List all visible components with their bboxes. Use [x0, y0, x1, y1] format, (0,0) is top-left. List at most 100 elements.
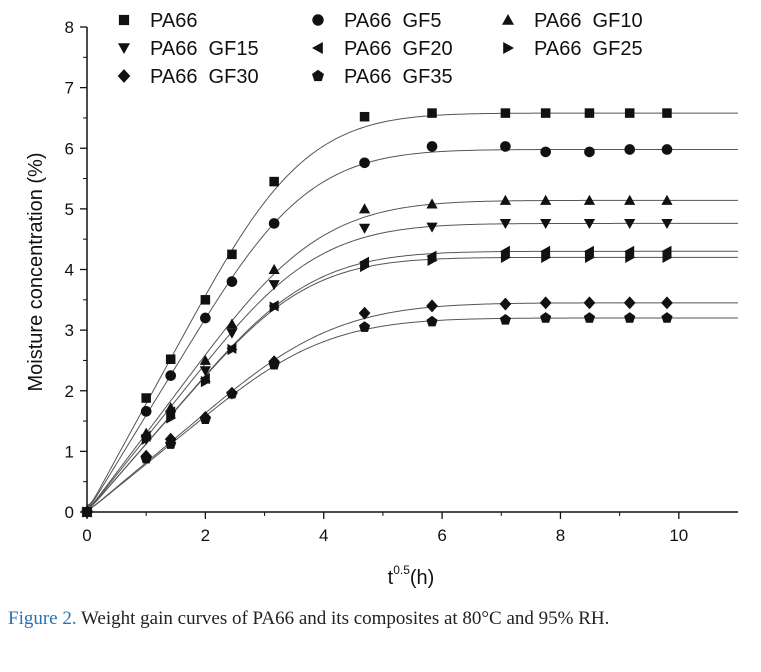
data-point	[226, 387, 238, 399]
data-point	[583, 245, 594, 257]
y-tick-label: 6	[65, 139, 74, 158]
data-point	[226, 318, 238, 329]
moisture-chart: 0 2 4 6 8 10 0 1 2 3 4 5 6 7 8 Moisture concentration…	[25, 10, 738, 589]
data-point	[540, 245, 551, 257]
y-axis-label: Moisture concentration (%)	[25, 153, 47, 392]
legend-item: PA66	[118, 10, 197, 32]
data-point	[499, 194, 512, 205]
legend-item: PA66 GF20	[312, 38, 453, 60]
data-point	[500, 141, 511, 152]
legend-marker	[312, 42, 323, 54]
legend-label: PA66 GF30	[150, 66, 259, 88]
x-tick-label: 10	[669, 526, 688, 545]
data-point	[662, 251, 673, 263]
data-point	[583, 312, 596, 323]
legend-marker	[503, 42, 514, 54]
data-point	[426, 222, 438, 233]
data-point	[661, 218, 673, 230]
data-point	[624, 108, 635, 118]
data-point	[199, 366, 211, 377]
data-point	[540, 218, 552, 230]
data-point	[268, 280, 280, 291]
data-point	[358, 321, 371, 332]
data-point	[623, 296, 636, 310]
data-point	[427, 254, 438, 267]
data-point	[540, 146, 551, 158]
legend-label: PA66 GF20	[344, 38, 453, 60]
data-point	[540, 108, 551, 118]
data-point	[358, 223, 371, 234]
data-point	[499, 297, 512, 311]
legend-item: PA66 GF25	[503, 38, 643, 60]
x-tick-label: 6	[437, 526, 446, 545]
data-point	[226, 328, 238, 339]
fit-curve-3	[86, 222, 738, 508]
data-point	[624, 245, 635, 257]
fit-curve-1	[86, 148, 738, 507]
x-axis: 0 2 4 6 8 10	[82, 511, 738, 545]
data-point	[141, 393, 151, 403]
legend-label: PA66 GF10	[534, 10, 643, 32]
x-axis-label-sup: 0.5	[393, 563, 410, 577]
data-point	[540, 194, 552, 205]
fit-curve-2	[86, 199, 738, 508]
data-point	[499, 245, 510, 257]
legend-item: PA66 GF10	[502, 10, 643, 32]
data-point	[584, 146, 595, 158]
data-point	[583, 194, 596, 205]
y-tick-label: 1	[65, 442, 74, 461]
data-point	[165, 438, 177, 449]
data-point	[661, 194, 673, 205]
legend-label: PA66 GF15	[150, 38, 259, 60]
x-axis-label-main: t	[388, 567, 394, 589]
legend-item: PA66 GF35	[312, 66, 453, 88]
legend-item: PA66 GF5	[312, 10, 441, 32]
data-point	[426, 299, 438, 313]
y-tick-label: 3	[65, 321, 74, 340]
y-tick-label: 0	[65, 503, 74, 522]
data-markers	[81, 108, 673, 519]
data-point	[227, 249, 237, 260]
y-tick-label: 8	[65, 18, 74, 37]
fitted-curves	[86, 112, 738, 510]
legend: PA66 PA66 GF5 PA66 GF10 PA66 GF15 PA66 GF20 P…	[117, 10, 643, 88]
data-point	[662, 108, 672, 118]
y-tick-label: 2	[65, 382, 74, 401]
data-point	[199, 413, 211, 425]
data-point	[427, 108, 437, 118]
legend-marker	[118, 14, 130, 26]
data-point	[625, 251, 636, 263]
data-point	[199, 354, 211, 365]
y-tick-label: 7	[65, 79, 74, 98]
data-point	[661, 312, 673, 323]
y-tick-label: 4	[65, 261, 74, 280]
data-point	[226, 276, 238, 287]
data-point	[426, 315, 438, 327]
caption-label: Figure 2.	[8, 608, 77, 629]
legend-label: PA66 GF25	[534, 38, 643, 60]
x-tick-label: 4	[319, 526, 328, 545]
data-point	[269, 301, 280, 313]
data-point	[268, 263, 280, 274]
data-point	[200, 376, 211, 388]
data-point	[624, 312, 636, 323]
data-point	[166, 412, 177, 424]
data-point	[358, 203, 371, 214]
y-axis: 0 1 2 3 4 5 6 7 8	[65, 18, 88, 522]
data-point	[539, 296, 552, 310]
data-point	[584, 108, 595, 118]
data-point	[661, 245, 672, 257]
legend-item: PA66 GF30	[117, 66, 259, 88]
data-point	[500, 108, 511, 118]
data-point	[140, 406, 152, 417]
legend-label: PA66 GF35	[344, 66, 453, 88]
data-point	[661, 144, 673, 155]
data-point	[541, 251, 552, 263]
legend-label: PA66	[150, 10, 197, 32]
x-tick-label: 8	[556, 526, 565, 545]
data-point	[358, 306, 371, 320]
data-point	[540, 312, 552, 323]
data-point	[624, 194, 636, 205]
data-point	[624, 144, 636, 155]
data-point	[583, 218, 596, 230]
